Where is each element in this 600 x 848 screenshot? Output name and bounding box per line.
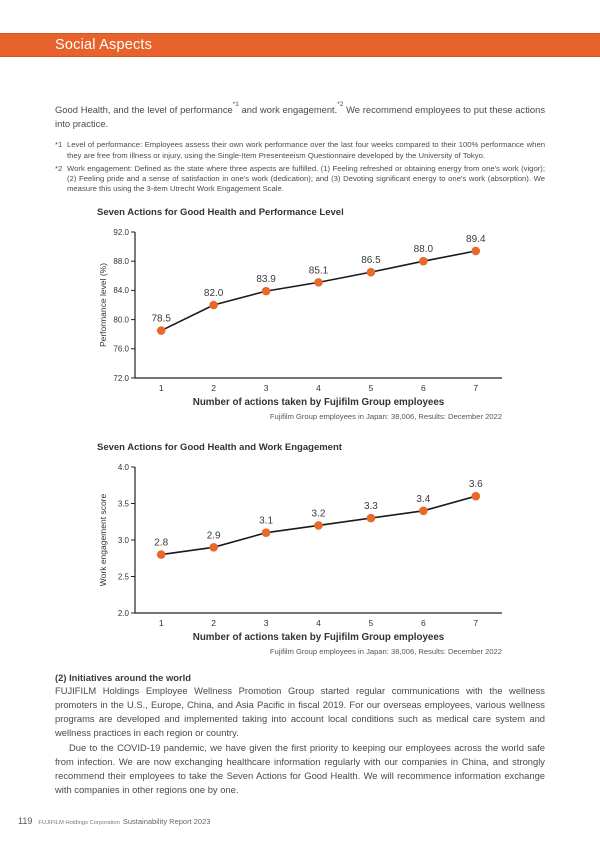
publisher-name: FUJIFILM Holdings Corporation xyxy=(38,820,120,826)
data-point xyxy=(156,550,166,560)
y-tick-label: 76.0 xyxy=(113,345,129,354)
engagement-chart-title: Seven Actions for Good Health and Work E… xyxy=(97,442,342,454)
performance-chart: 92.0 88.0 84.0 80.0 76.0 72.0 1 2 3 4 5 6 7 Performan… xyxy=(97,220,517,422)
y-tick-label: 2.0 xyxy=(118,609,130,618)
footnote-2-text: Work engagement: Defined as the state wh… xyxy=(67,163,545,193)
x-tick-label: 2 xyxy=(211,383,216,393)
x-axis-label: Number of actions taken by Fujifilm Grou… xyxy=(193,397,445,408)
intro-text-3: We recommend employees to put these acti… xyxy=(55,104,546,130)
initiatives-heading: (2) Initiatives around the world xyxy=(55,672,191,684)
x-tick-label: 5 xyxy=(369,383,374,393)
footnote-2-marker: *2 xyxy=(55,163,63,173)
chart-source-caption: Fujifilm Group employees in Japan: 38,00… xyxy=(270,647,502,656)
x-tick-label: 4 xyxy=(316,383,321,393)
footnote-2: *2 Work engagement: Defined as the state… xyxy=(55,164,545,194)
footnotes: *1 Level of performance: Employees asses… xyxy=(55,140,545,194)
x-tick-label: 7 xyxy=(473,618,478,628)
intro-text-1: Good Health, and the level of performanc… xyxy=(55,104,233,116)
y-tick-label: 3.5 xyxy=(118,499,130,508)
x-tick-label: 6 xyxy=(421,618,426,628)
page-number: 119 xyxy=(18,816,33,826)
x-tick-label: 3 xyxy=(264,618,269,628)
data-point-label: 82.0 xyxy=(204,288,224,299)
data-point-label: 86.5 xyxy=(361,255,381,266)
y-tick-label: 2.5 xyxy=(118,572,130,581)
initiatives-paragraph-1: FUJIFILM Holdings Employee Wellness Prom… xyxy=(55,685,545,739)
data-point-label: 3.2 xyxy=(312,509,326,520)
data-point-label: 3.4 xyxy=(416,494,430,505)
data-point xyxy=(156,326,166,335)
data-point xyxy=(209,543,218,552)
section-title: Social Aspects xyxy=(55,37,153,53)
data-point xyxy=(366,267,376,277)
x-tick-label: 2 xyxy=(211,618,216,628)
data-point-label: 3.3 xyxy=(364,501,378,512)
footnote-ref-2: *2 xyxy=(337,101,344,108)
data-point xyxy=(314,521,323,530)
data-point-label: 85.1 xyxy=(309,265,329,276)
x-tick-label: 3 xyxy=(264,383,269,393)
data-point xyxy=(209,300,218,310)
intro-text-2: and work engagement. xyxy=(238,104,338,116)
data-point-label: 89.4 xyxy=(466,234,486,245)
y-tick-label: 72.0 xyxy=(113,374,129,383)
data-point-label: 3.6 xyxy=(469,479,483,490)
initiatives-section: (2) Initiatives around the world FUJIFIL… xyxy=(55,672,545,797)
data-point-label: 83.9 xyxy=(256,274,276,285)
y-axis-label: Work engagement score xyxy=(98,494,108,587)
y-tick-label: 3.0 xyxy=(118,536,130,545)
data-point xyxy=(471,246,481,256)
data-point xyxy=(419,257,428,266)
x-tick-label: 4 xyxy=(316,618,321,628)
x-tick-label: 6 xyxy=(421,383,426,393)
section-header-bar: Social Aspects xyxy=(0,33,600,57)
page-content: Good Health, and the level of performanc… xyxy=(55,57,545,797)
report-name: Sustainability Report 2023 xyxy=(122,817,211,826)
engagement-chart-figure: Seven Actions for Good Health and Work E… xyxy=(97,442,545,657)
data-point-label: 2.9 xyxy=(207,530,221,541)
x-tick-label: 1 xyxy=(159,383,164,393)
x-tick-label: 1 xyxy=(159,618,164,628)
footnote-1-text: Level of performance: Employees assess t… xyxy=(67,140,545,160)
data-point xyxy=(471,492,481,501)
footnote-ref-1: *1 xyxy=(232,101,239,108)
data-point-label: 3.1 xyxy=(259,516,273,527)
data-point-label: 78.5 xyxy=(151,314,171,325)
y-tick-label: 4.0 xyxy=(118,463,130,472)
data-point xyxy=(261,286,271,296)
data-point-label: 2.8 xyxy=(154,538,168,549)
y-tick-label: 84.0 xyxy=(113,286,129,295)
performance-chart-figure: Seven Actions for Good Health and Perfor… xyxy=(97,207,545,422)
initiatives-paragraph-2: Due to the COVID-19 pandemic, we have gi… xyxy=(55,741,545,795)
x-tick-label: 7 xyxy=(473,383,478,393)
data-point xyxy=(261,528,271,538)
data-point-label: 88.0 xyxy=(414,244,434,255)
y-axis-label: Performance level (%) xyxy=(98,263,108,347)
x-tick-label: 5 xyxy=(369,618,374,628)
y-tick-label: 80.0 xyxy=(113,316,129,325)
data-point xyxy=(314,278,323,287)
data-point xyxy=(366,513,376,523)
data-point xyxy=(419,506,428,516)
footnote-1-marker: *1 xyxy=(55,140,63,150)
chart-source-caption: Fujifilm Group employees in Japan: 38,00… xyxy=(270,412,502,421)
intro-paragraph: Good Health, and the level of performanc… xyxy=(55,101,546,131)
footnote-1: *1 Level of performance: Employees asses… xyxy=(55,140,545,160)
y-tick-label: 92.0 xyxy=(113,228,129,237)
engagement-chart: 4.0 3.5 3.0 2.5 2.0 1 2 3 4 5 6 7 Work engagement sc… xyxy=(97,455,517,657)
y-tick-label: 88.0 xyxy=(113,257,129,266)
performance-chart-title: Seven Actions for Good Health and Perfor… xyxy=(97,207,344,219)
page-footer: 119 FUJIFILM Holdings Corporation Sustai… xyxy=(18,816,210,826)
x-axis-label: Number of actions taken by Fujifilm Grou… xyxy=(193,632,445,643)
